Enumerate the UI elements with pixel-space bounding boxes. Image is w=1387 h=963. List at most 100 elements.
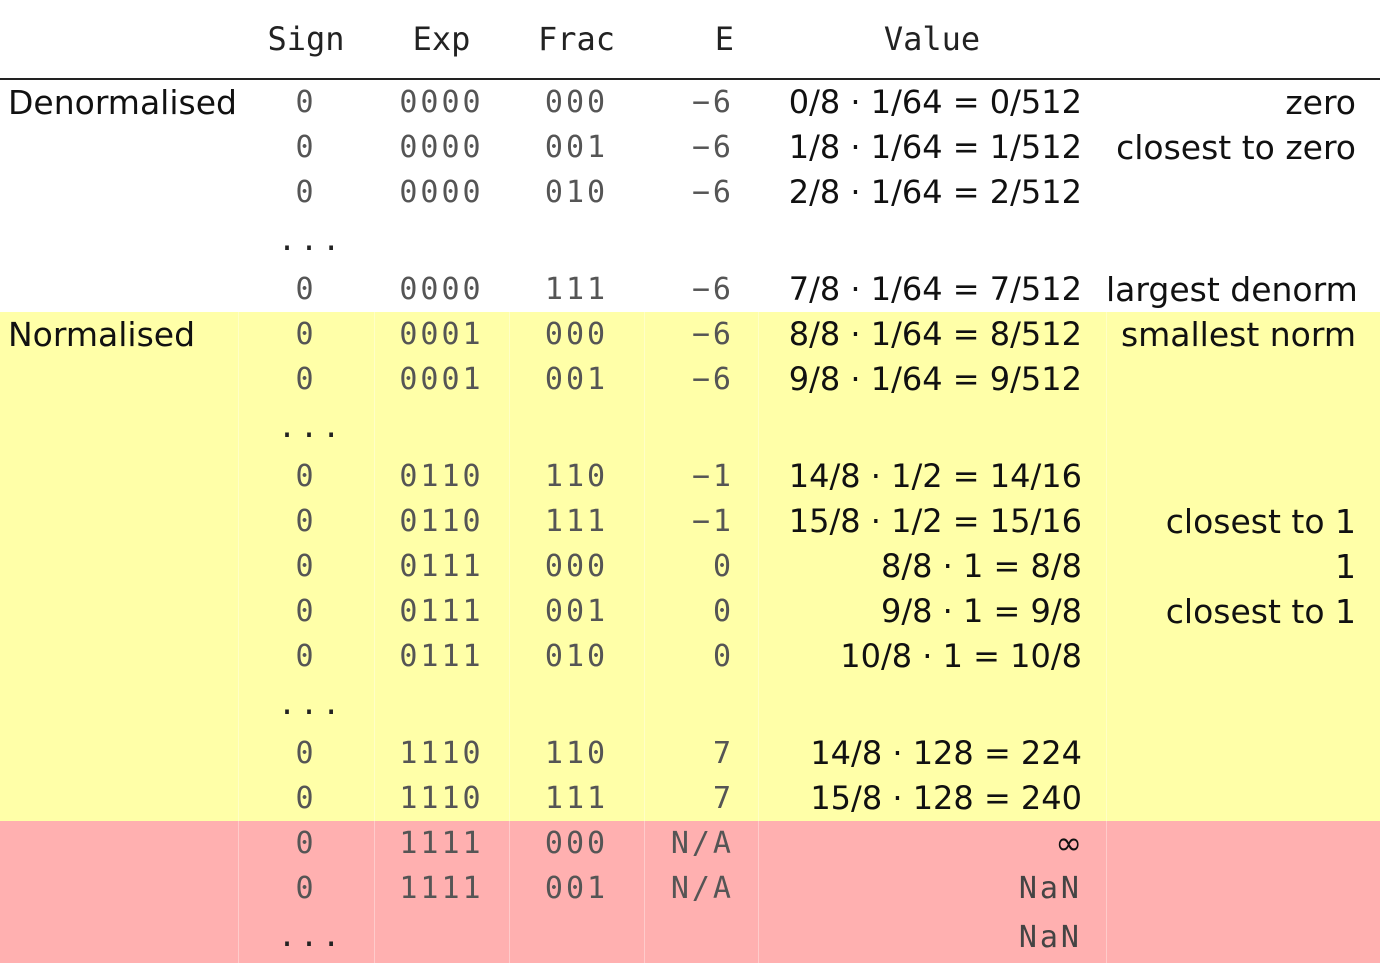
- ellipsis-cell: ...: [238, 215, 374, 267]
- table-row: Denormalised 0 0000 000 −6 0/8 · 1/64 = 0/512…: [0, 80, 1380, 125]
- exp-cell: 0110: [374, 499, 509, 544]
- e-cell: −6: [644, 312, 758, 357]
- value-cell: 14/8 · 1/2 = 14/16: [758, 454, 1106, 499]
- sign-cell: 0: [238, 267, 374, 312]
- exp-cell: 0111: [374, 544, 509, 589]
- frac-cell: 010: [509, 634, 644, 679]
- category-cell: [0, 267, 238, 312]
- note-cell: [1106, 402, 1380, 454]
- exp-cell: [374, 402, 509, 454]
- frac-cell: [509, 911, 644, 963]
- note-cell: [1106, 731, 1380, 776]
- value-cell: 8/8 · 1 = 8/8: [758, 544, 1106, 589]
- ellipsis-row: ...: [0, 679, 1380, 731]
- e-cell: [644, 402, 758, 454]
- category-cell: [0, 911, 238, 963]
- category-cell: [0, 866, 238, 911]
- header-e: E: [644, 0, 758, 80]
- category-cell: [0, 589, 238, 634]
- note-cell: zero: [1106, 80, 1380, 125]
- note-cell: [1106, 821, 1380, 866]
- note-cell: closest to 1: [1106, 589, 1380, 634]
- exp-cell: 1111: [374, 821, 509, 866]
- table-row: 0 1110 111 7 15/8 · 128 = 240: [0, 776, 1380, 821]
- ellipsis-cell: ...: [238, 679, 374, 731]
- note-cell: [1106, 634, 1380, 679]
- sign-cell: 0: [238, 544, 374, 589]
- category-cell: [0, 454, 238, 499]
- sign-cell: 0: [238, 634, 374, 679]
- e-cell: −6: [644, 125, 758, 170]
- e-cell: 7: [644, 731, 758, 776]
- value-cell: 8/8 · 1/64 = 8/512: [758, 312, 1106, 357]
- sign-cell: 0: [238, 821, 374, 866]
- sign-cell: 0: [238, 776, 374, 821]
- frac-cell: [509, 402, 644, 454]
- sign-cell: 0: [238, 312, 374, 357]
- table-body: Denormalised 0 0000 000 −6 0/8 · 1/64 = 0/512…: [0, 80, 1380, 963]
- note-cell: smallest norm: [1106, 312, 1380, 357]
- e-cell: −6: [644, 80, 758, 125]
- value-cell: [758, 679, 1106, 731]
- exp-cell: 0001: [374, 357, 509, 402]
- e-cell: [644, 215, 758, 267]
- value-cell: [758, 215, 1106, 267]
- ellipsis-row: ...: [0, 402, 1380, 454]
- exp-cell: 1110: [374, 731, 509, 776]
- e-cell: [644, 911, 758, 963]
- header-frac: Frac: [509, 0, 644, 80]
- value-cell: NaN: [758, 911, 1106, 963]
- frac-cell: 000: [509, 821, 644, 866]
- exp-cell: [374, 911, 509, 963]
- frac-cell: 001: [509, 589, 644, 634]
- table-row: Normalised 0 0001 000 −6 8/8 · 1/64 = 8/512 sm…: [0, 312, 1380, 357]
- exp-cell: 0000: [374, 170, 509, 215]
- table-row: 0 1111 000 N/A ∞: [0, 821, 1380, 866]
- ellipsis-cell: ...: [238, 911, 374, 963]
- category-cell: [0, 634, 238, 679]
- e-cell: 7: [644, 776, 758, 821]
- ellipsis-row: ...: [0, 215, 1380, 267]
- value-cell: 7/8 · 1/64 = 7/512: [758, 267, 1106, 312]
- note-cell: [1106, 866, 1380, 911]
- exp-cell: 1111: [374, 866, 509, 911]
- exp-cell: 0111: [374, 589, 509, 634]
- e-cell: −6: [644, 267, 758, 312]
- sign-cell: 0: [238, 125, 374, 170]
- e-cell: 0: [644, 544, 758, 589]
- frac-cell: 000: [509, 312, 644, 357]
- exp-cell: 0111: [374, 634, 509, 679]
- sign-cell: 0: [238, 589, 374, 634]
- value-cell: 14/8 · 128 = 224: [758, 731, 1106, 776]
- note-cell: [1106, 170, 1380, 215]
- exp-cell: 0000: [374, 125, 509, 170]
- sign-cell: 0: [238, 499, 374, 544]
- header-sign: Sign: [238, 0, 374, 80]
- table-row: 0 0111 010 0 10/8 · 1 = 10/8: [0, 634, 1380, 679]
- header-category: [0, 0, 238, 80]
- frac-cell: 110: [509, 731, 644, 776]
- frac-cell: 001: [509, 357, 644, 402]
- exp-cell: 1110: [374, 776, 509, 821]
- note-cell: 1: [1106, 544, 1380, 589]
- e-cell: −1: [644, 499, 758, 544]
- value-cell: 9/8 · 1/64 = 9/512: [758, 357, 1106, 402]
- category-cell: [0, 776, 238, 821]
- table-row: 0 0000 010 −6 2/8 · 1/64 = 2/512: [0, 170, 1380, 215]
- e-cell: [644, 679, 758, 731]
- category-cell: [0, 679, 238, 731]
- category-cell: [0, 215, 238, 267]
- header-note: [1106, 0, 1380, 80]
- note-cell: [1106, 911, 1380, 963]
- table-row: 0 1110 110 7 14/8 · 128 = 224: [0, 731, 1380, 776]
- category-cell: Normalised: [0, 312, 238, 357]
- e-cell: −6: [644, 357, 758, 402]
- sign-cell: 0: [238, 454, 374, 499]
- frac-cell: [509, 215, 644, 267]
- sign-cell: 0: [238, 357, 374, 402]
- frac-cell: 000: [509, 544, 644, 589]
- category-cell: [0, 821, 238, 866]
- category-cell: [0, 125, 238, 170]
